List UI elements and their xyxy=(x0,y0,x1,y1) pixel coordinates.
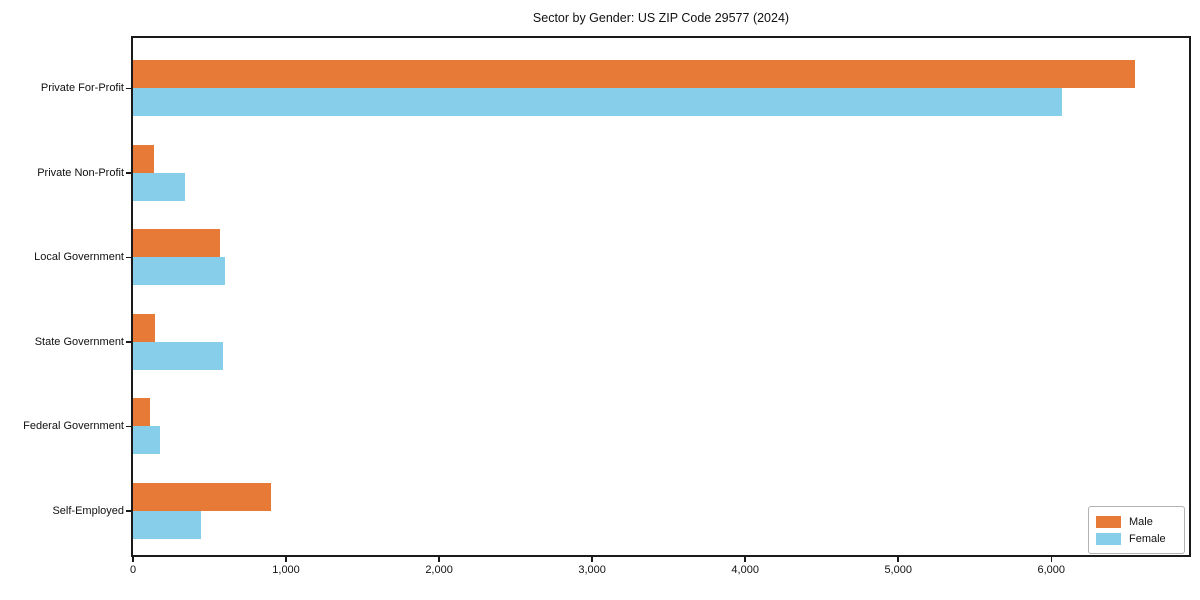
x-axis-tick-label: 0 xyxy=(129,564,137,576)
y-axis-tick-mark xyxy=(126,87,131,89)
bar-male xyxy=(133,482,271,511)
x-axis-tick-mark xyxy=(1050,557,1052,562)
bar-female xyxy=(133,88,1062,116)
bar-male xyxy=(133,60,1136,88)
bar-female xyxy=(133,510,202,539)
bar-female xyxy=(133,341,224,370)
x-axis-tick-label: 4,000 xyxy=(731,564,759,576)
bar-male xyxy=(133,144,155,173)
bar-male xyxy=(133,398,150,426)
y-axis-category-label: Private For-Profit xyxy=(40,82,124,94)
y-axis-tick-mark xyxy=(126,172,131,174)
bar-male xyxy=(133,313,156,342)
x-axis-tick-mark xyxy=(897,557,899,562)
x-axis-tick-mark xyxy=(285,557,287,562)
y-axis-category-label: Self-Employed xyxy=(52,504,124,517)
legend-item-male: Male xyxy=(1096,515,1177,528)
x-axis-tick-label: 1,000 xyxy=(272,564,300,576)
x-axis-tick-mark xyxy=(744,557,746,562)
legend-label-female: Female xyxy=(1129,532,1166,545)
male-color-swatch xyxy=(1096,515,1121,528)
x-axis-tick-label: 6,000 xyxy=(1037,564,1066,576)
chart-title: Sector by Gender: US ZIP Code 29577 (202… xyxy=(532,11,790,25)
legend-label-male: Male xyxy=(1129,515,1153,528)
legend: Male Female xyxy=(1088,506,1185,554)
legend-item-female: Female xyxy=(1096,532,1177,545)
female-color-swatch xyxy=(1096,532,1121,545)
bar-male xyxy=(133,229,221,257)
y-axis-tick-mark xyxy=(126,256,131,258)
x-axis-tick-label: 3,000 xyxy=(578,564,606,576)
x-axis-tick-label: 5,000 xyxy=(884,564,912,576)
x-axis-tick-mark xyxy=(591,557,593,562)
x-axis-tick-label: 2,000 xyxy=(425,564,453,576)
y-axis-category-label: Private Non-Profit xyxy=(37,166,124,179)
bar-female xyxy=(133,426,160,454)
y-axis-tick-mark xyxy=(126,341,131,343)
y-axis-category-label: Local Government xyxy=(34,251,124,263)
x-axis-tick-mark xyxy=(132,557,134,562)
y-axis-tick-mark xyxy=(126,425,131,427)
plot-area: Private For-Profit Private Non-Profit Loca… xyxy=(23,36,1191,576)
x-axis-tick-mark xyxy=(438,557,440,562)
y-axis-category-label: Federal Government xyxy=(23,420,124,432)
bar-female xyxy=(133,172,185,201)
y-axis-tick-mark xyxy=(126,510,131,512)
y-axis-category-label: State Government xyxy=(34,335,124,348)
bar-female xyxy=(133,257,225,285)
